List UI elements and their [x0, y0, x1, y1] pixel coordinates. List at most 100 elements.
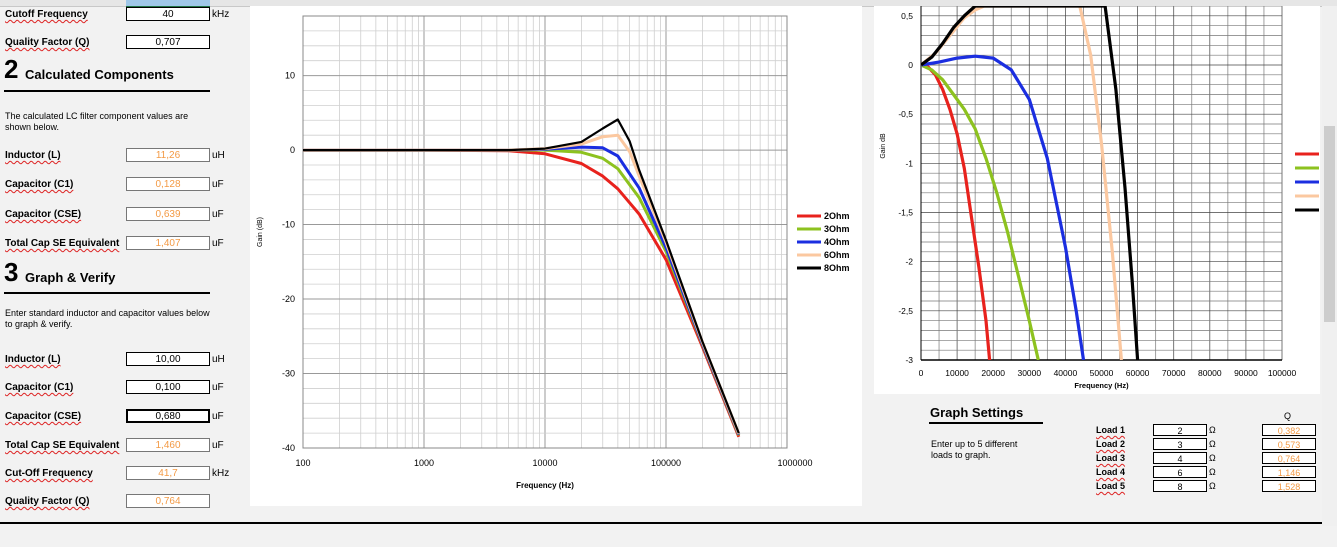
x-tick-label: 1000	[414, 458, 434, 468]
value-input[interactable]: 0,100	[126, 380, 210, 394]
computed-value-cell[interactable]: 1,460	[126, 438, 210, 452]
y-tick-label: -40	[282, 443, 295, 453]
series-line-8ohm	[921, 6, 1140, 360]
load-unit: Ω	[1209, 425, 1216, 435]
y-tick-label: -3	[905, 355, 913, 365]
load-q-value: 1,146	[1262, 466, 1316, 478]
y-tick-label: -2,5	[898, 306, 913, 316]
row-unit: uH	[212, 354, 225, 365]
y-axis-label: Gain dB	[880, 133, 887, 159]
scrollbar-thumb[interactable]	[1324, 126, 1335, 322]
load-label: Load 4	[1096, 467, 1126, 477]
computed-value-cell[interactable]: 1,407	[126, 236, 210, 250]
legend-label: 8Ohm	[824, 263, 850, 273]
x-tick-label: 0	[919, 368, 924, 378]
main-chart-panel[interactable]: 100 1000 10000 100000 1000000 10 0 -10 -20 -30 -40…	[250, 6, 862, 506]
y-tick-label: -1,5	[898, 208, 913, 218]
x-axis-label: Frequency (Hz)	[516, 481, 574, 490]
x-tick-label: 20000	[981, 368, 1005, 378]
bottom-rule	[0, 522, 1322, 524]
computed-value-cell[interactable]: 0,639	[126, 207, 210, 221]
passband-zoom-chart: 0 10000 20000 30000 40000 50000 60000 70000 8000…	[880, 5, 1297, 390]
x-tick-label: 30000	[1017, 368, 1041, 378]
load-q-value: 1,528	[1262, 480, 1316, 492]
load-value-input[interactable]: 3	[1153, 438, 1207, 450]
legend-label: 4Ohm	[824, 237, 850, 247]
x-axis-label: Frequency (Hz)	[1074, 381, 1129, 390]
row-label: Capacitor (C1)	[5, 179, 74, 190]
y-tick-label: -10	[282, 220, 295, 230]
section-2-title: Calculated Components	[25, 67, 174, 82]
computed-value-cell[interactable]: 0,128	[126, 177, 210, 191]
load-unit: Ω	[1209, 481, 1216, 491]
load-value-input[interactable]: 8	[1153, 480, 1207, 492]
section-3-title: Graph & Verify	[25, 270, 116, 285]
row-label: Quality Factor (Q)	[5, 496, 90, 507]
x-tick-label: 100	[295, 458, 310, 468]
row-label: Capacitor (CSE)	[5, 411, 82, 422]
legend-label: 3Ohm	[824, 224, 850, 234]
load-unit: Ω	[1209, 453, 1216, 463]
y-tick-label: -0,5	[898, 109, 913, 119]
load-q-value: 0,382	[1262, 424, 1316, 436]
x-tick-label: 10000	[532, 458, 557, 468]
series-line-8ohm	[303, 118, 740, 434]
x-tick-label: 100000	[1268, 368, 1297, 378]
chart1-grid	[302, 15, 788, 449]
section-2-description: The calculated LC filter component value…	[5, 111, 189, 132]
load-value-input[interactable]: 6	[1153, 466, 1207, 478]
section-3-description: Enter standard inductor and capacitor va…	[5, 308, 210, 329]
legend-label: 6Ohm	[824, 250, 850, 260]
row-label: Total Cap SE Equivalent	[5, 238, 120, 249]
quality-factor-label: Quality Factor (Q)	[5, 37, 90, 48]
y-tick-label: 0	[290, 145, 295, 155]
value-input[interactable]: 0,680	[126, 409, 210, 423]
graph-settings-rule	[929, 422, 1043, 424]
chart2-grid	[920, 5, 1283, 361]
computed-value-cell[interactable]: 0,764	[126, 494, 210, 508]
load-label: Load 1	[1096, 425, 1126, 435]
section-2-number: 2	[4, 54, 19, 84]
cutoff-frequency-unit: kHz	[212, 9, 230, 20]
load-unit: Ω	[1209, 439, 1216, 449]
row-unit: uH	[212, 150, 225, 161]
section-2-rule	[4, 90, 210, 92]
row-label: Capacitor (CSE)	[5, 209, 82, 220]
zoom-chart-panel[interactable]: 0 10000 20000 30000 40000 50000 60000 70000 8000…	[874, 5, 1320, 394]
y-axis-label: Gain (dB)	[257, 217, 264, 247]
offscreen-legend-fragment	[1293, 140, 1319, 220]
y-tick-label: 10	[285, 71, 295, 81]
series-line-4ohm	[921, 54, 1086, 360]
computed-value-cell[interactable]: 11,26	[126, 148, 210, 162]
series-line-3ohm	[921, 63, 1040, 360]
row-unit: uF	[212, 411, 224, 422]
value-input[interactable]: 10,00	[126, 352, 210, 366]
load-value-input[interactable]: 4	[1153, 452, 1207, 464]
vertical-scrollbar[interactable]	[1322, 6, 1337, 526]
load-label: Load 3	[1096, 453, 1126, 463]
load-label: Load 5	[1096, 481, 1126, 491]
row-label: Inductor (L)	[5, 150, 61, 161]
series-line-4ohm	[303, 145, 741, 436]
q-column-header: Q	[1284, 411, 1292, 421]
computed-value-cell[interactable]: 41,7	[126, 466, 210, 480]
y-tick-label: -2	[905, 257, 913, 267]
row-label: Capacitor (C1)	[5, 382, 74, 393]
row-unit: kHz	[212, 468, 230, 479]
x-tick-label: 10000	[945, 368, 969, 378]
legend-label: 2Ohm	[824, 211, 850, 221]
cutoff-frequency-label: Cutoff Frequency	[5, 9, 88, 20]
quality-factor-input[interactable]: 0,707	[126, 35, 210, 49]
y-tick-label: -1	[905, 158, 913, 168]
x-tick-label: 100000	[651, 458, 681, 468]
y-tick-label: 0	[908, 60, 913, 70]
x-tick-label: 80000	[1198, 368, 1222, 378]
row-unit: uF	[212, 238, 224, 249]
load-value-input[interactable]: 2	[1153, 424, 1207, 436]
load-q-value: 0,573	[1262, 438, 1316, 450]
cutoff-frequency-input[interactable]: 40	[126, 7, 210, 21]
sheet-footer	[0, 526, 1322, 547]
series-line-2ohm	[303, 148, 741, 438]
row-label: Total Cap SE Equivalent	[5, 440, 120, 451]
graph-settings-title: Graph Settings	[930, 405, 1024, 420]
